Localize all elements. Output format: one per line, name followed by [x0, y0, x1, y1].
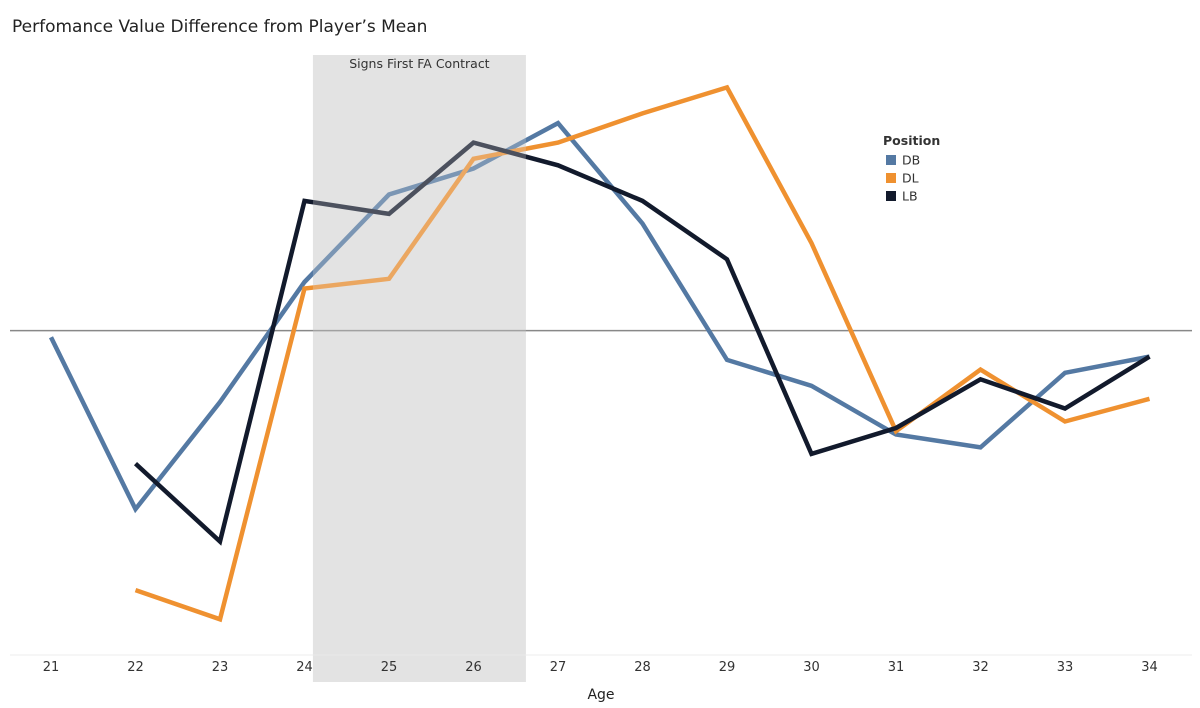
fa-contract-band-overlay — [312, 55, 526, 682]
legend-swatch-db — [886, 155, 896, 165]
x-tick-label: 25 — [381, 660, 398, 675]
legend-swatch-lb — [886, 191, 896, 201]
plot-area — [10, 55, 1192, 655]
x-tick-label: 22 — [127, 660, 144, 675]
x-tick-label: 27 — [550, 660, 567, 675]
x-tick-label: 24 — [296, 660, 313, 675]
series-line-lb — [133, 140, 1151, 546]
x-tick-label: 30 — [803, 660, 820, 675]
x-tick-label: 23 — [212, 660, 229, 675]
chart-title: Perfomance Value Difference from Player’… — [12, 17, 428, 37]
x-tick-label: 28 — [634, 660, 651, 675]
x-tick-label: 33 — [1057, 660, 1074, 675]
series-line-db — [48, 120, 1150, 514]
x-tick-label: 31 — [888, 660, 905, 675]
band-label: Signs First FA Contract — [349, 56, 489, 71]
legend-swatch-dl — [886, 173, 896, 183]
series-line-dl — [134, 84, 1151, 623]
x-tick-label: 26 — [465, 660, 482, 675]
legend-title: Position — [883, 133, 940, 148]
x-axis-label: Age — [587, 687, 614, 703]
legend-label-lb: LB — [902, 189, 918, 204]
legend-label-dl: DL — [902, 171, 919, 186]
legend-label-db: DB — [902, 153, 920, 168]
x-tick-label: 21 — [43, 660, 60, 675]
x-tick-label: 32 — [972, 660, 989, 675]
x-tick-label: 29 — [719, 660, 736, 675]
x-tick-label: 34 — [1141, 660, 1158, 675]
